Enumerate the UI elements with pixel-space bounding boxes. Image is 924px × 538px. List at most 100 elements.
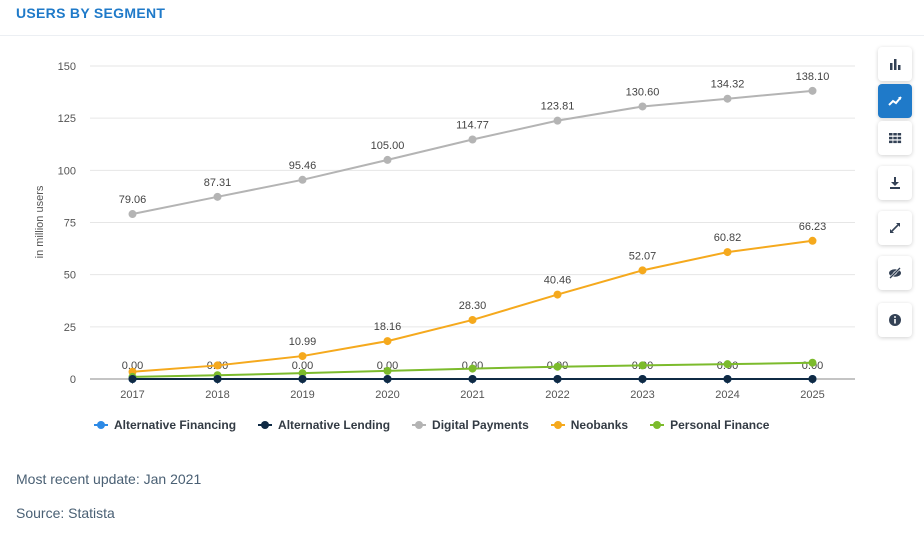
table-button[interactable] [878,121,912,155]
x-tick-label: 2024 [715,389,739,401]
data-point [723,360,732,369]
data-point [298,375,307,383]
data-label: 66.23 [799,221,827,233]
data-point [638,375,647,383]
legend-swatch [94,420,108,430]
y-tick-label: 100 [58,165,76,177]
data-point [638,361,647,370]
x-tick-label: 2019 [290,389,314,401]
x-tick-label: 2018 [205,389,229,401]
y-tick-label: 25 [64,322,76,334]
data-point [383,366,392,375]
legend-item[interactable]: Digital Payments [412,418,529,432]
data-label: 134.32 [711,79,745,91]
data-label: 114.77 [456,120,489,132]
update-note: Most recent update: Jan 2021 [16,471,202,487]
data-point [298,369,307,378]
data-label: 87.31 [204,177,232,189]
y-tick-label: 75 [64,218,76,230]
fullscreen-button[interactable] [878,211,912,245]
download-button[interactable] [878,166,912,200]
legend-swatch [258,420,273,430]
x-tick-label: 2021 [460,389,484,401]
info-button[interactable] [878,303,912,337]
legend-label: Digital Payments [432,418,529,432]
data-label: 138.10 [796,71,830,83]
zero-data-label: 0.00 [377,360,398,372]
data-point [553,116,562,125]
data-point [128,210,137,219]
y-tick-label: 150 [58,61,76,73]
data-label: 28.30 [459,300,487,312]
legend-swatch [412,420,427,430]
data-point [808,236,817,245]
x-tick-label: 2020 [375,389,399,401]
data-label: 105.00 [371,140,405,152]
bar-chart-button[interactable] [878,47,912,81]
data-point [723,94,732,103]
table-icon [889,133,902,144]
data-point [213,192,222,201]
data-label: 18.16 [374,321,402,333]
data-point [383,375,392,383]
data-point [468,315,477,324]
chart-legend: Alternative Financing Alternative Lending… [94,418,769,432]
data-point [128,375,137,383]
data-point [298,175,307,184]
title-divider [0,35,924,36]
x-tick-label: 2017 [120,389,144,401]
data-label: 123.81 [541,101,575,113]
data-point [213,375,222,383]
line-chart-icon [888,96,902,106]
source-note: Source: Statista [16,505,115,521]
y-tick-label: 50 [64,270,76,282]
hide-button[interactable] [878,256,912,290]
data-point [213,361,222,370]
data-point [553,362,562,371]
data-point [383,337,392,346]
fullscreen-icon [890,223,900,233]
info-icon [889,314,901,326]
x-tick-label: 2022 [545,389,569,401]
hide-icon [889,267,901,279]
line-chart: 0 25 50 75 100 125 150 in million users 2017 2018… [34,61,855,401]
legend-label: Neobanks [570,418,629,432]
data-label: 60.82 [714,232,742,244]
data-point [468,375,477,383]
legend-item[interactable]: Personal Finance [650,418,769,432]
legend-item[interactable]: Alternative Financing [94,418,236,432]
data-label: 10.99 [289,336,317,348]
x-tick-label: 2025 [800,389,824,401]
chart-title: USERS BY SEGMENT [16,5,166,21]
data-point [808,375,817,383]
zero-data-label: 0.00 [292,360,313,372]
data-point [553,375,562,383]
data-label: 95.46 [289,160,317,172]
data-point [298,352,307,361]
data-point [553,290,562,299]
legend-label: Alternative Lending [278,418,391,432]
x-tick-label: 2023 [630,389,654,401]
data-label: 130.60 [626,86,660,98]
download-icon [890,177,900,189]
legend-swatch [550,420,565,430]
data-label: 79.06 [119,194,147,206]
legend-item[interactable]: Alternative Lending [258,418,390,432]
data-point [808,358,817,367]
legend-swatch [650,420,665,430]
y-tick-label: 0 [70,374,76,386]
y-tick-label: 125 [58,113,76,125]
legend-item[interactable]: Neobanks [550,418,629,432]
legend-label: Alternative Financing [114,418,237,432]
data-point [638,266,647,275]
data-point [808,86,817,95]
data-label: 52.07 [629,250,657,262]
data-point [383,155,392,164]
y-axis-label: in million users [34,185,46,258]
series-line [132,89,813,216]
data-point [468,135,477,144]
bar-chart-icon [890,59,901,70]
line-chart-button[interactable] [878,84,912,118]
legend-label: Personal Finance [670,418,770,432]
data-label: 40.46 [544,275,572,287]
